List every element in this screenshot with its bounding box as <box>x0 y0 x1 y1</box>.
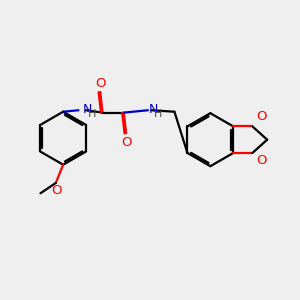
Text: O: O <box>256 154 266 167</box>
Text: O: O <box>256 110 266 123</box>
Text: N: N <box>83 103 92 116</box>
Text: O: O <box>51 184 62 197</box>
Text: N: N <box>148 103 158 116</box>
Text: O: O <box>121 136 131 148</box>
Text: H: H <box>154 109 162 119</box>
Text: O: O <box>95 76 106 90</box>
Text: H: H <box>88 109 96 119</box>
